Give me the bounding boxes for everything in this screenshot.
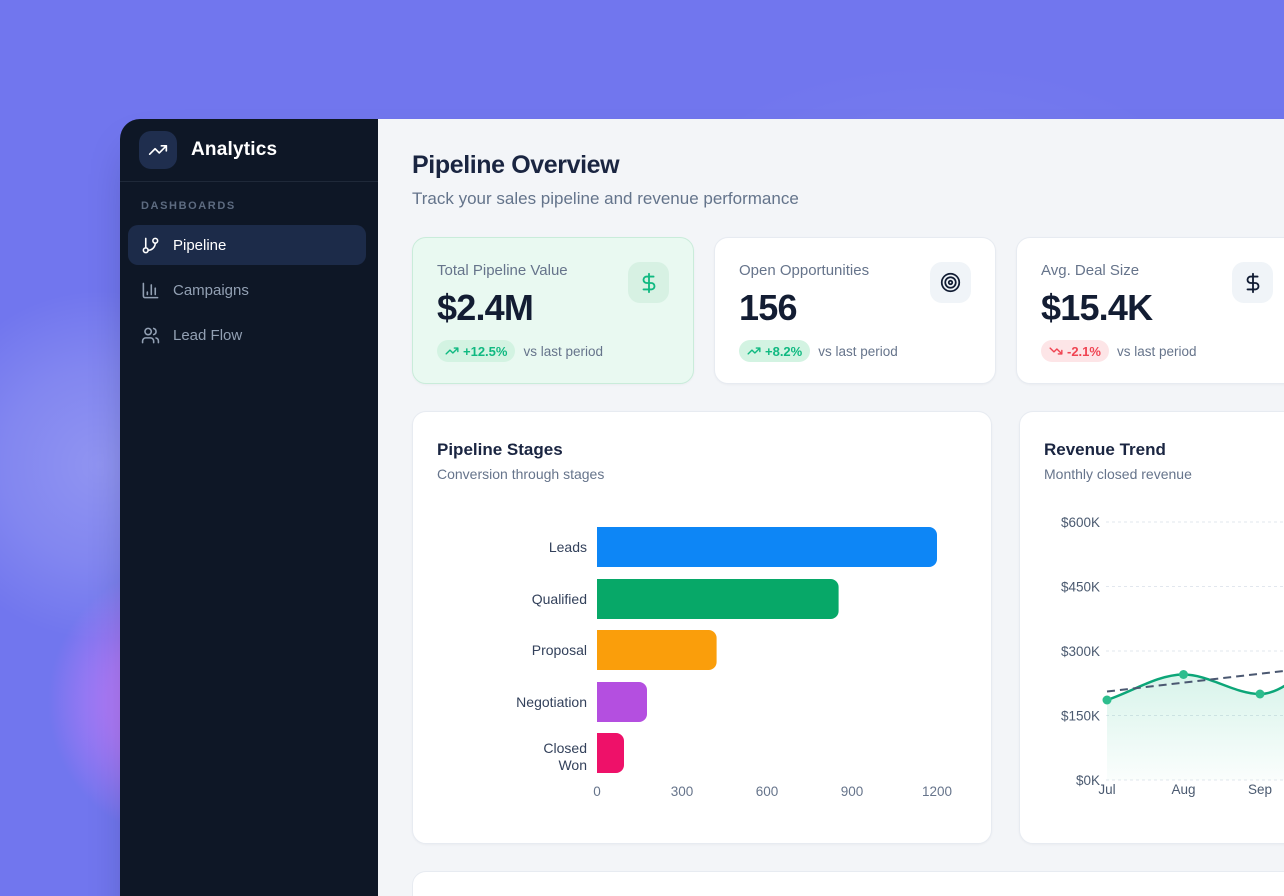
svg-text:$0K: $0K	[1076, 773, 1100, 788]
svg-text:Proposal: Proposal	[532, 642, 587, 658]
svg-text:Leads: Leads	[549, 539, 587, 555]
svg-text:Closed: Closed	[543, 740, 587, 756]
svg-text:$150K: $150K	[1061, 709, 1100, 724]
svg-text:$300K: $300K	[1061, 644, 1100, 659]
svg-text:Aug: Aug	[1171, 782, 1195, 797]
svg-text:0: 0	[593, 784, 601, 799]
svg-text:Jul: Jul	[1098, 782, 1115, 797]
svg-text:$450K: $450K	[1061, 580, 1100, 595]
svg-text:$600K: $600K	[1061, 515, 1100, 530]
svg-text:Sep: Sep	[1248, 782, 1272, 797]
svg-text:600: 600	[756, 784, 779, 799]
svg-text:1200: 1200	[922, 784, 952, 799]
svg-text:300: 300	[671, 784, 694, 799]
svg-text:Negotiation: Negotiation	[516, 694, 587, 710]
svg-text:Qualified: Qualified	[532, 591, 587, 607]
svg-text:900: 900	[841, 784, 864, 799]
svg-text:Won: Won	[558, 757, 587, 773]
